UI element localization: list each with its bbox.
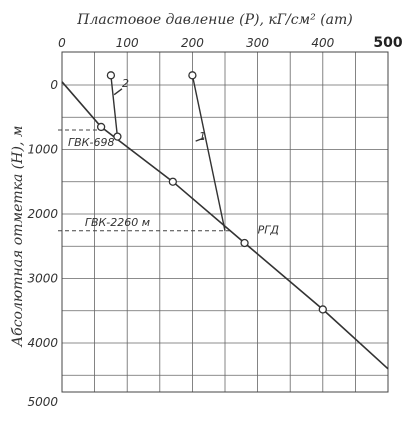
series-0-point-1 <box>168 177 177 186</box>
x-tick-500: 500 <box>373 35 402 51</box>
series-2-point-0 <box>106 71 116 80</box>
series-label-0: РГД <box>258 223 280 236</box>
series: РГД 1 2 <box>61 71 389 370</box>
grid <box>62 52 388 392</box>
series-0-point-0 <box>96 122 106 132</box>
series-line-0 <box>61 81 389 370</box>
y-tick-labels: 0 1000 2000 3000 4000 5000 <box>27 78 58 409</box>
series-2-point-1 <box>113 132 122 141</box>
x-tick-labels: 0 100 200 300 400 500 <box>58 35 403 51</box>
series-0-point-3 <box>318 305 327 314</box>
y-tick-4000: 4000 <box>27 336 58 350</box>
plot-frame <box>61 51 389 393</box>
y-tick-2000: 2000 <box>27 207 58 221</box>
label-leader-2 <box>113 88 123 96</box>
y-axis-title: Абсолютная отметка (H), м <box>10 126 26 348</box>
x-tick-0: 0 <box>58 36 66 50</box>
series-label-1: 1 <box>199 130 206 143</box>
series-line-1 <box>191 75 226 231</box>
series-label-2: 2 <box>122 77 129 90</box>
series-line-2 <box>110 75 119 137</box>
contact-label-0: ГВК-698 <box>68 136 114 149</box>
x-tick-300: 300 <box>246 36 269 50</box>
label-leader-1 <box>195 137 205 142</box>
y-tick-0: 0 <box>50 78 58 92</box>
x-tick-200: 200 <box>181 36 204 50</box>
x-tick-400: 400 <box>311 36 334 50</box>
contact-label-1: ГВК-2260 м <box>85 216 150 229</box>
x-tick-100: 100 <box>116 36 139 50</box>
y-tick-3000: 3000 <box>27 271 58 285</box>
series-0-point-2 <box>240 238 249 248</box>
annotations: ГВК-698 ГВК-2260 м <box>58 129 231 232</box>
x-axis-title: Пластовое давление (P), кГ/см² (ат) <box>76 12 353 28</box>
y-tick-5000: 5000 <box>27 395 58 409</box>
series-1-point-0 <box>188 71 197 80</box>
y-tick-1000: 1000 <box>27 142 58 156</box>
